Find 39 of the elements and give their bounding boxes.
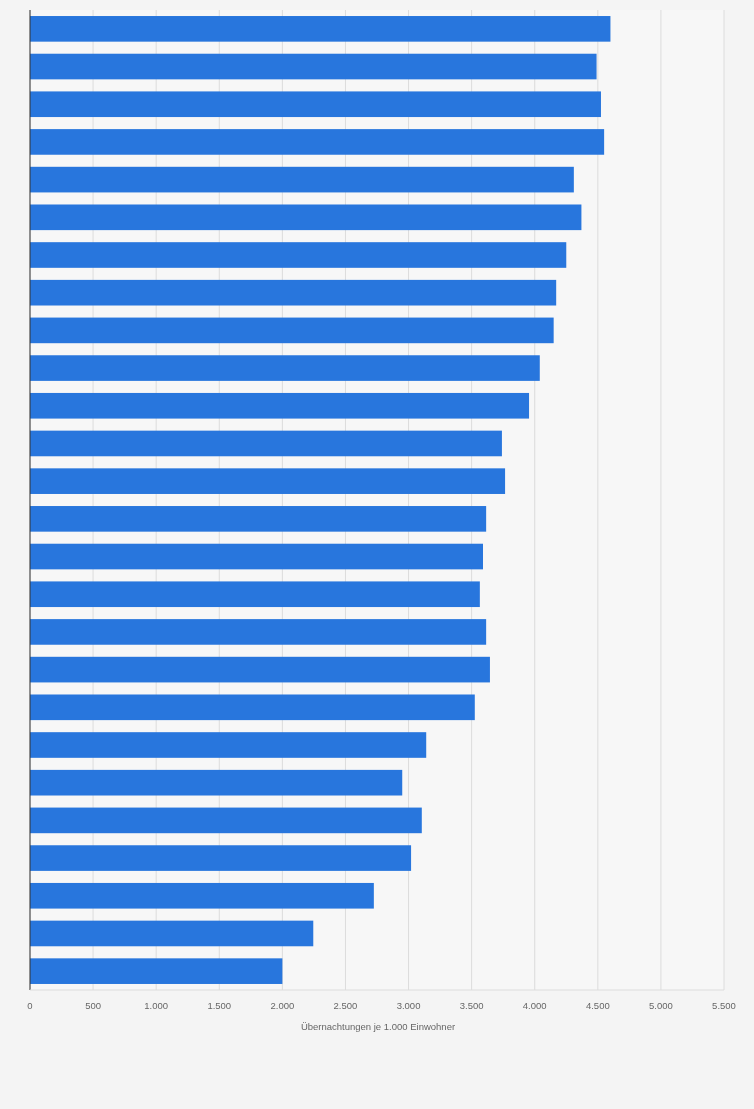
x-tick-label: 5.500	[712, 1000, 736, 1011]
bar	[30, 845, 412, 871]
x-tick-label: 4.500	[585, 1000, 610, 1011]
x-tick-label: 3.500	[459, 1000, 484, 1011]
bar	[30, 430, 502, 457]
bar	[30, 392, 530, 419]
x-tick-label: 2.000	[270, 1000, 295, 1011]
bar	[30, 882, 374, 909]
bar	[30, 166, 574, 193]
x-tick-label: 0	[27, 1000, 33, 1011]
bar	[30, 694, 475, 721]
bar	[30, 355, 540, 381]
bar	[30, 129, 605, 155]
x-tick-label: 500	[85, 1000, 102, 1011]
bar	[30, 53, 597, 80]
x-axis-title: Übernachtungen je 1.000 Einwohner	[300, 1021, 456, 1032]
bar	[30, 958, 283, 984]
x-tick-label: 2.500	[333, 1000, 358, 1011]
bar	[30, 581, 480, 608]
bar	[30, 468, 506, 494]
bar	[30, 91, 601, 118]
bar	[30, 807, 422, 834]
bar	[30, 619, 487, 645]
bar	[30, 920, 314, 947]
x-tick-label: 1.500	[207, 1000, 232, 1011]
bar	[30, 543, 483, 570]
bar	[30, 769, 403, 796]
bar	[30, 242, 567, 268]
bar	[30, 317, 554, 344]
bar	[30, 279, 557, 306]
bar	[30, 732, 427, 758]
bar	[30, 204, 582, 231]
x-tick-label: 5.000	[649, 1000, 673, 1011]
bar	[30, 506, 487, 532]
x-tick-label: 4.000	[522, 1000, 547, 1011]
bar	[30, 16, 611, 42]
x-tick-label: 3.000	[396, 1000, 421, 1011]
bar	[30, 656, 490, 683]
x-tick-label: 1.000	[144, 1000, 169, 1011]
